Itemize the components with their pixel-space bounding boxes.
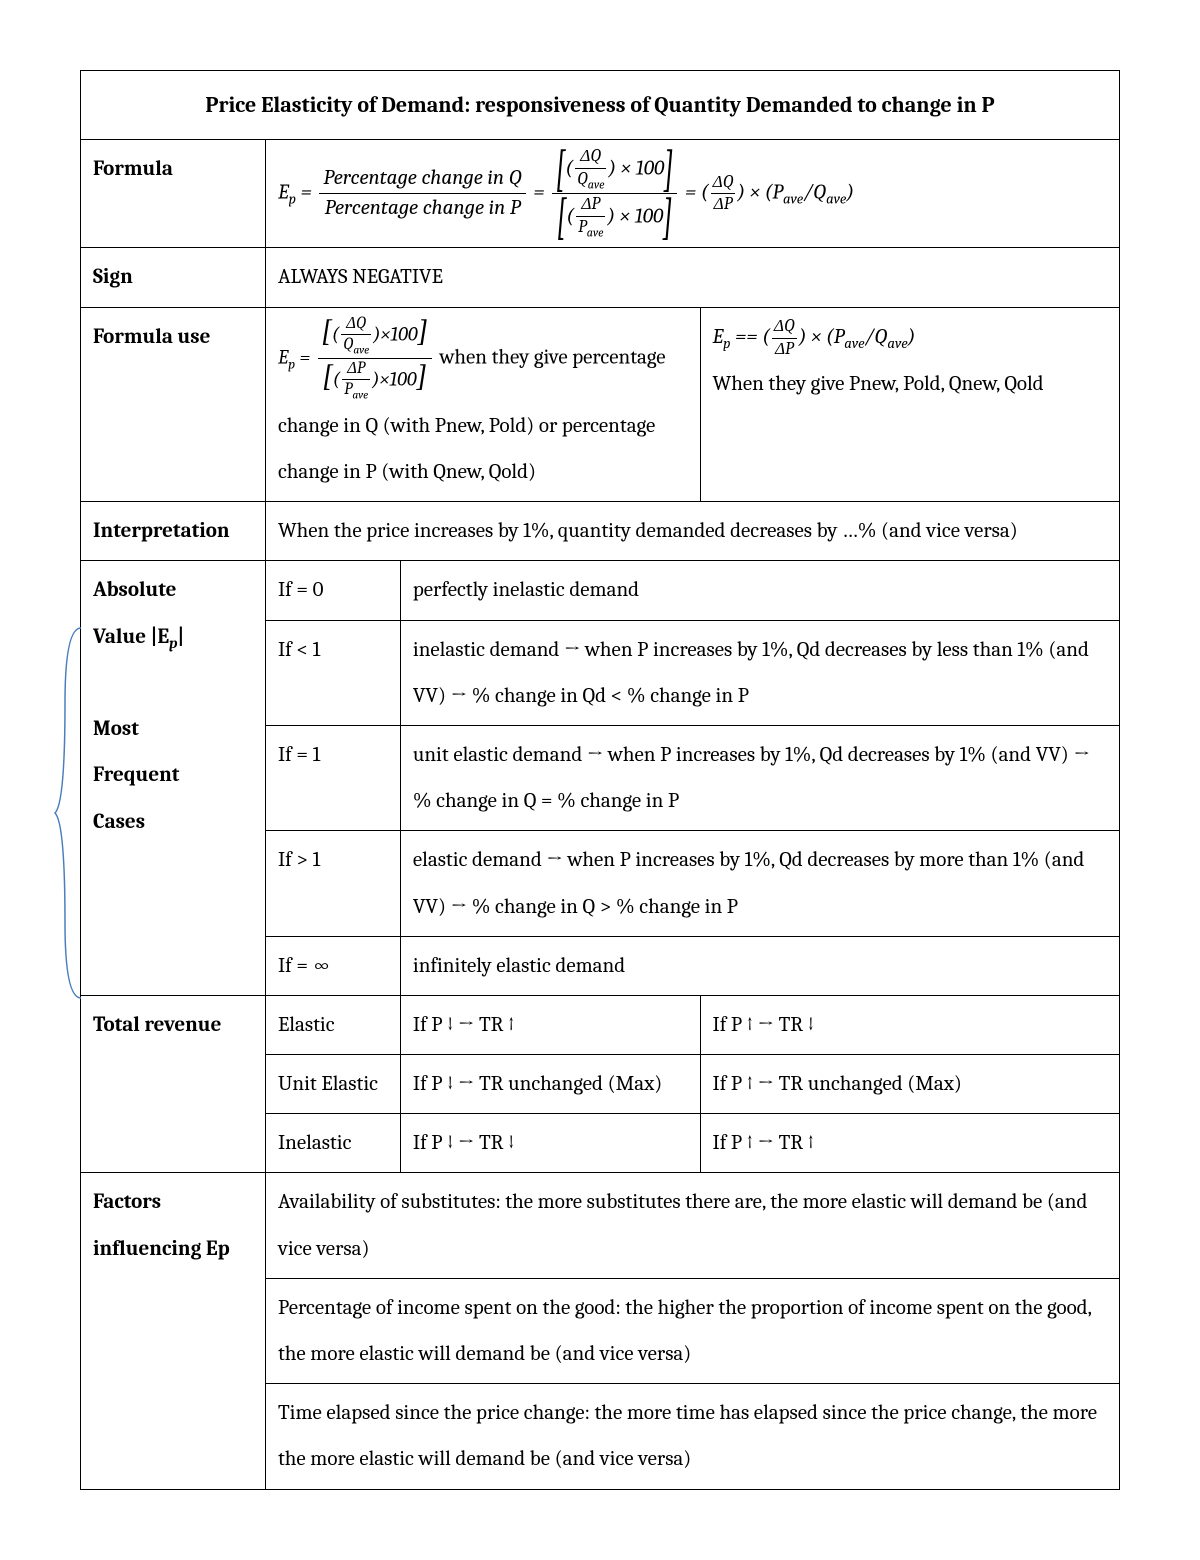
document-page: Price Elasticity of Demand: responsivene… (0, 0, 1200, 1560)
factors-l2: influencing Ep (93, 1237, 230, 1261)
tr-down-1: If P ↓ → TR unchanged (Max) (400, 1055, 700, 1114)
table-title: Price Elasticity of Demand: responsivene… (81, 71, 1120, 140)
title-row: Price Elasticity of Demand: responsivene… (81, 71, 1120, 140)
formula-label: Formula (81, 140, 266, 248)
tr-up-2: If P ↑ → TR ↑ (700, 1114, 1119, 1173)
tr-type-0: Elastic (265, 995, 400, 1054)
interpretation-row: Interpretation When the price increases … (81, 502, 1120, 561)
brace-icon (53, 623, 83, 1003)
abs-cond-2: If = 1 (265, 725, 400, 830)
sign-value: ALWAYS NEGATIVE (265, 248, 1119, 307)
factor-2: Time elapsed since the price change: the… (265, 1384, 1119, 1489)
tr-up-0: If P ↑ → TR ↓ (700, 995, 1119, 1054)
formula-use-label: Formula use (81, 307, 266, 502)
factors-l1: Factors (93, 1190, 161, 1214)
abs-cond-3: If > 1 (265, 831, 400, 936)
absolute-value-label: Absolute Value |Ep| Most Frequent Cases (81, 561, 266, 996)
absval-l5: Cases (93, 810, 145, 834)
factors-row-0: Factors influencing Ep Availability of s… (81, 1173, 1120, 1278)
formula-cell: Ep = Percentage change in Q Percentage c… (265, 140, 1119, 248)
abs-desc-4: infinitely elastic demand (400, 936, 1119, 995)
factor-0: Availability of substitutes: the more su… (265, 1173, 1119, 1278)
formula-use-row: Formula use Ep = [(ΔQQave)×100] [(ΔPPave… (81, 307, 1120, 502)
factors-label: Factors influencing Ep (81, 1173, 266, 1489)
tr-type-2: Inelastic (265, 1114, 400, 1173)
absval-l4: Frequent (93, 763, 179, 787)
interpretation-label: Interpretation (81, 502, 266, 561)
abs-cond-0: If = 0 (265, 561, 400, 620)
sign-label: Sign (81, 248, 266, 307)
abs-desc-2: unit elastic demand → when P increases b… (400, 725, 1119, 830)
tr-row-0: Total revenue Elastic If P ↓ → TR ↑ If P… (81, 995, 1120, 1054)
elasticity-table: Price Elasticity of Demand: responsivene… (80, 70, 1120, 1490)
formula-use-right-note: When they give Pnew, Pold, Qnew, Qold (713, 372, 1044, 396)
abs-row-0: Absolute Value |Ep| Most Frequent Cases … (81, 561, 1120, 620)
tr-down-0: If P ↓ → TR ↑ (400, 995, 700, 1054)
absval-l2-sub: p (169, 635, 177, 652)
abs-desc-1: inelastic demand → when P increases by 1… (400, 620, 1119, 725)
formula-row: Formula Ep = Percentage change in Q Perc… (81, 140, 1120, 248)
total-revenue-label: Total revenue (81, 995, 266, 1173)
abs-desc-3: elastic demand → when P increases by 1%,… (400, 831, 1119, 936)
absval-l3: Most (93, 717, 139, 741)
interpretation-value: When the price increases by 1%, quantity… (265, 502, 1119, 561)
tr-type-1: Unit Elastic (265, 1055, 400, 1114)
formula-use-left: Ep = [(ΔQQave)×100] [(ΔPPave)×100] when … (265, 307, 700, 502)
formula-use-right: Ep == (ΔQΔP) × (Pave/Qave) When they giv… (700, 307, 1119, 502)
absval-l2-end: | (178, 625, 185, 649)
tr-up-1: If P ↑ → TR unchanged (Max) (700, 1055, 1119, 1114)
tr-down-2: If P ↓ → TR ↓ (400, 1114, 700, 1173)
absval-l1: Absolute (93, 578, 176, 602)
absval-l2: Value |E (93, 625, 169, 649)
sign-row: Sign ALWAYS NEGATIVE (81, 248, 1120, 307)
abs-cond-4: If = ∞ (265, 936, 400, 995)
abs-desc-0: perfectly inelastic demand (400, 561, 1119, 620)
abs-cond-1: If < 1 (265, 620, 400, 725)
factor-1: Percentage of income spent on the good: … (265, 1278, 1119, 1383)
